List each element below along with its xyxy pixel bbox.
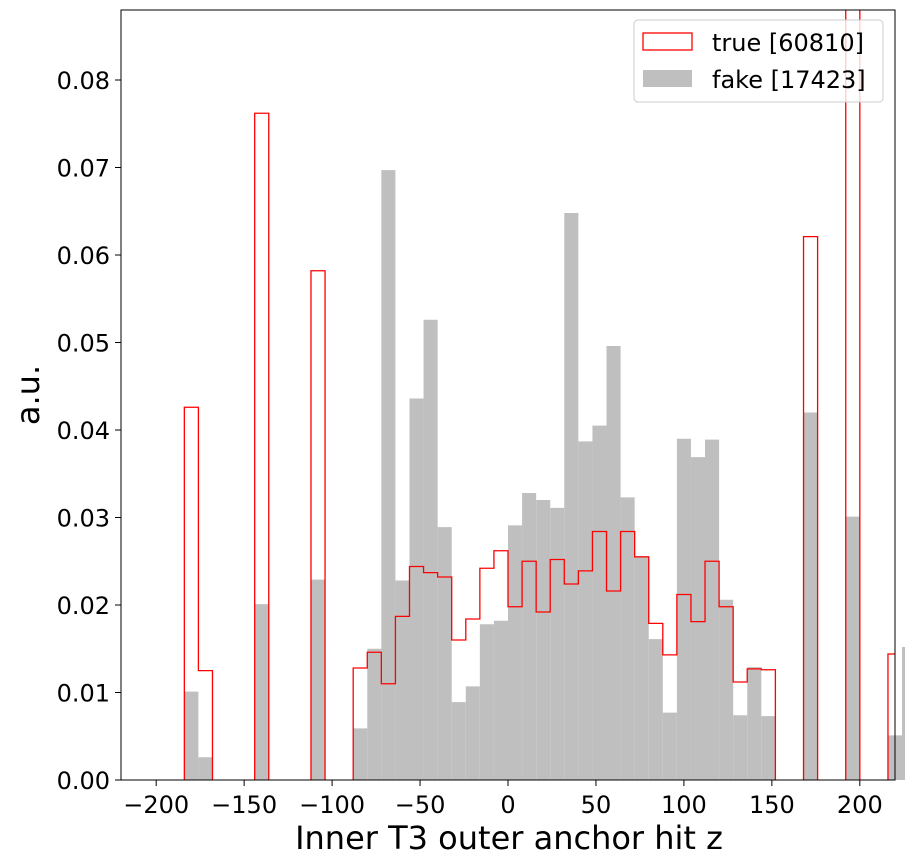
legend-swatch-fake (643, 70, 692, 87)
fake-bar (719, 599, 734, 780)
fake-bar (592, 425, 607, 780)
fake-bar (761, 716, 776, 780)
legend: true [60810] fake [17423] (633, 19, 884, 103)
fake-bar (705, 439, 720, 780)
axes-layer: −200 −150 −100 −50 0 50 100 150 200 0.00 0.01 0.02 0… (57, 9, 896, 819)
fake-bar (676, 438, 691, 780)
fake-bar (564, 213, 579, 780)
fake-bar (451, 702, 466, 780)
fake-bar (409, 398, 424, 780)
true-step-line (183, 10, 895, 780)
fake-bar (634, 556, 649, 780)
y-tick-label: 0.01 (57, 680, 110, 708)
fake-bar (381, 170, 396, 780)
legend-label-fake: fake [17423] (712, 66, 866, 94)
y-axis-label: a.u. (9, 365, 47, 425)
fake-bar (353, 728, 368, 780)
x-axis-label: Inner T3 outer anchor hit z (295, 819, 723, 857)
x-tick-label: −200 (123, 791, 189, 819)
fake-bar (733, 715, 748, 780)
fake-bar (437, 527, 452, 780)
x-tick-label: −50 (395, 791, 446, 819)
fake-bar (578, 441, 593, 780)
x-tick-label: 50 (581, 791, 612, 819)
fake-bar (550, 507, 565, 780)
fake-bar (367, 648, 382, 780)
fake-bar (479, 624, 494, 780)
y-tick-label: 0.04 (57, 417, 110, 445)
x-tick-label: −150 (211, 791, 277, 819)
fake-bar (423, 319, 438, 780)
fake-bar (184, 691, 199, 780)
step-layer (183, 10, 895, 780)
bars-layer (184, 170, 905, 780)
fake-bar (845, 516, 860, 780)
x-tick-label: 100 (661, 791, 707, 819)
y-tick-label: 0.06 (57, 242, 110, 270)
x-tick-label: 150 (749, 791, 795, 819)
fake-bar (648, 639, 663, 780)
fake-bar (606, 346, 621, 780)
fake-bar (620, 497, 635, 780)
y-tick-label: 0.07 (57, 155, 110, 183)
fake-bar (536, 500, 551, 780)
fake-bar (662, 712, 677, 780)
legend-box (633, 19, 884, 103)
fake-bar (493, 620, 508, 780)
fake-bar (690, 457, 706, 780)
y-tick-label: 0.03 (57, 505, 110, 533)
fake-bar (310, 579, 326, 780)
legend-label-true: true [60810] (712, 29, 864, 57)
y-tick-label: 0.02 (57, 592, 110, 620)
y-tick-label: 0.08 (57, 67, 110, 95)
fake-bar (198, 757, 213, 780)
x-tick-label: 0 (500, 791, 515, 819)
fake-bar (902, 647, 905, 780)
fake-bar (465, 686, 480, 780)
fake-bar (254, 604, 269, 780)
fake-bar (508, 525, 523, 780)
x-tick-label: 200 (837, 791, 883, 819)
fake-bar (522, 493, 537, 780)
fake-bar (395, 580, 410, 780)
fake-bar (803, 412, 818, 780)
x-tick-label: −100 (299, 791, 365, 819)
legend-swatch-true (642, 32, 693, 51)
y-tick-label: 0.05 (57, 330, 110, 358)
fake-bar (747, 667, 762, 780)
y-tick-label: 0.00 (57, 767, 110, 795)
